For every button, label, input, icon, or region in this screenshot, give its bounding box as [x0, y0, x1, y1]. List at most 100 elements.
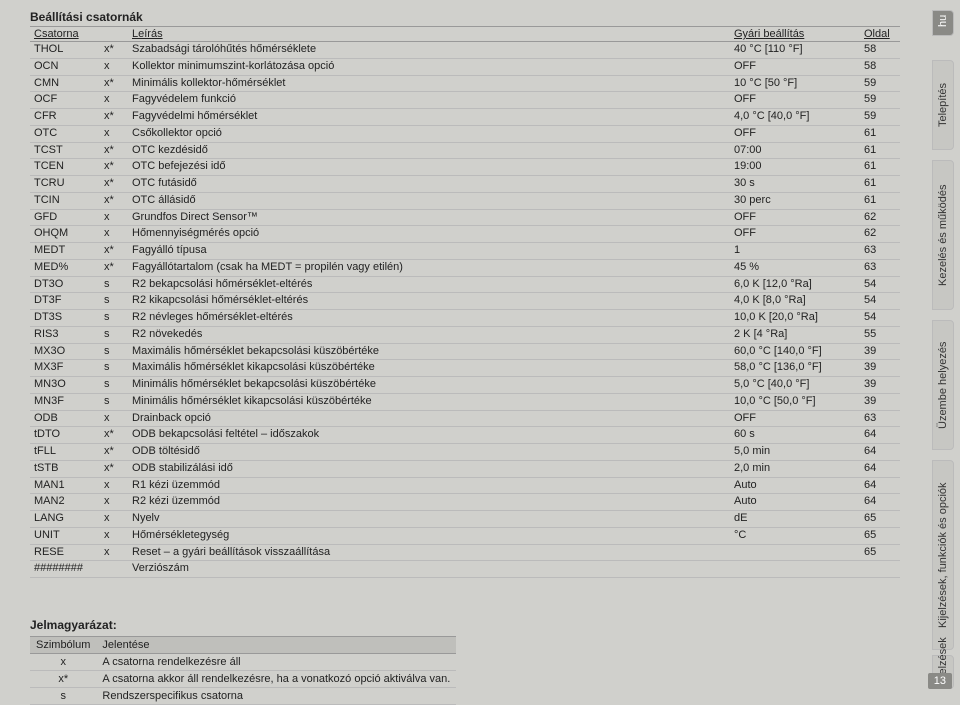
cell-page: 59 — [860, 75, 900, 92]
cell-page: 54 — [860, 276, 900, 293]
legend-table: Szimbólum Jelentése xA csatorna rendelke… — [30, 636, 456, 705]
cell-desc: Drainback opció — [128, 410, 730, 427]
cell-factory: 4,0 °C [40,0 °F] — [730, 109, 860, 126]
side-tab[interactable]: Telepítés — [932, 60, 954, 150]
cell-channel: DT3S — [30, 310, 100, 327]
table-row: TCENx*OTC befejezési idő19:0061 — [30, 159, 900, 176]
cell-desc: R2 névleges hőmérséklet-eltérés — [128, 310, 730, 327]
cell-channel: MX3F — [30, 360, 100, 377]
section-title: Beállítási csatornák — [30, 10, 900, 24]
side-tab[interactable]: hu — [932, 10, 954, 36]
cell-factory: °C — [730, 527, 860, 544]
cell-channel: tDTO — [30, 427, 100, 444]
table-row: MAN1xR1 kézi üzemmódAuto64 — [30, 477, 900, 494]
cell-desc: R2 kikapcsolási hőmérséklet-eltérés — [128, 293, 730, 310]
cell-channel: GFD — [30, 209, 100, 226]
table-row: OTCxCsőkollektor opcióOFF61 — [30, 125, 900, 142]
cell-symbol: x — [100, 410, 128, 427]
cell-factory: 58,0 °C [136,0 °F] — [730, 360, 860, 377]
cell-page: 61 — [860, 159, 900, 176]
cell-symbol: x — [100, 209, 128, 226]
side-tab[interactable]: Kezelés és működés — [932, 160, 954, 310]
cell-symbol: s — [100, 343, 128, 360]
table-row: MN3FsMinimális hőmérséklet kikapcsolási … — [30, 393, 900, 410]
table-row: MX3FsMaximális hőmérséklet kikapcsolási … — [30, 360, 900, 377]
cell-desc: Minimális hőmérséklet kikapcsolási küszö… — [128, 393, 730, 410]
cell-symbol: x* — [100, 444, 128, 461]
cell-symbol: x — [100, 58, 128, 75]
cell-symbol: x* — [100, 243, 128, 260]
cell-page: 59 — [860, 92, 900, 109]
cell-channel: MAN2 — [30, 494, 100, 511]
cell-factory: 07:00 — [730, 142, 860, 159]
cell-factory: 60,0 °C [140,0 °F] — [730, 343, 860, 360]
cell-channel: UNIT — [30, 527, 100, 544]
cell-desc: OTC futásidő — [128, 176, 730, 193]
table-row: ########Verziószám — [30, 561, 900, 578]
col-page: Oldal — [860, 27, 900, 42]
cell-page: 58 — [860, 42, 900, 59]
cell-desc: Kollektor minimumszint-korlátozása opció — [128, 58, 730, 75]
cell-page: 63 — [860, 410, 900, 427]
table-row: GFDxGrundfos Direct Sensor™OFF62 — [30, 209, 900, 226]
cell-symbol: x* — [100, 427, 128, 444]
cell-symbol: s — [100, 360, 128, 377]
cell-page: 61 — [860, 125, 900, 142]
table-row: DT3FsR2 kikapcsolási hőmérséklet-eltérés… — [30, 293, 900, 310]
cell-symbol: x* — [100, 259, 128, 276]
cell-desc: Fagyállótartalom (csak ha MEDT = propilé… — [128, 259, 730, 276]
cell-factory: 2,0 min — [730, 460, 860, 477]
cell-desc: ODB töltésidő — [128, 444, 730, 461]
cell-desc: OTC befejezési idő — [128, 159, 730, 176]
cell-desc: ODB stabilizálási idő — [128, 460, 730, 477]
cell-channel: TCIN — [30, 192, 100, 209]
col-channel: Csatorna — [30, 27, 100, 42]
legend-meaning: A csatorna rendelkezésre áll — [96, 654, 456, 671]
cell-factory: 45 % — [730, 259, 860, 276]
table-row: OCFxFagyvédelem funkcióOFF59 — [30, 92, 900, 109]
cell-desc: Fagyvédelmi hőmérséklet — [128, 109, 730, 126]
cell-desc: Szabadsági tárolóhűtés hőmérséklete — [128, 42, 730, 59]
side-tab[interactable]: Üzembe helyezés — [932, 320, 954, 450]
cell-channel: DT3O — [30, 276, 100, 293]
cell-symbol: s — [100, 276, 128, 293]
cell-channel: MEDT — [30, 243, 100, 260]
legend-row: sRendszerspecifikus csatorna — [30, 688, 456, 705]
cell-page: 39 — [860, 343, 900, 360]
cell-page: 64 — [860, 494, 900, 511]
cell-channel: TCEN — [30, 159, 100, 176]
legend-col-symbol: Szimbólum — [30, 637, 96, 654]
legend-meaning: Rendszerspecifikus csatorna — [96, 688, 456, 705]
cell-factory: 2 K [4 °Ra] — [730, 326, 860, 343]
cell-page: 61 — [860, 176, 900, 193]
cell-page: 65 — [860, 544, 900, 561]
legend-col-meaning: Jelentése — [96, 637, 456, 654]
cell-factory: 40 °C [110 °F] — [730, 42, 860, 59]
cell-channel: tFLL — [30, 444, 100, 461]
table-row: TCRUx*OTC futásidő30 s61 — [30, 176, 900, 193]
cell-channel: OCN — [30, 58, 100, 75]
cell-page — [860, 561, 900, 578]
cell-factory: 10,0 K [20,0 °Ra] — [730, 310, 860, 327]
cell-page: 39 — [860, 360, 900, 377]
cell-page: 61 — [860, 192, 900, 209]
cell-symbol: s — [100, 293, 128, 310]
cell-desc: Minimális hőmérséklet bekapcsolási küszö… — [128, 377, 730, 394]
cell-desc: Grundfos Direct Sensor™ — [128, 209, 730, 226]
cell-factory: 5,0 min — [730, 444, 860, 461]
page: Beállítási csatornák Csatorna Leírás Gyá… — [0, 0, 960, 693]
cell-page: 63 — [860, 259, 900, 276]
cell-page: 54 — [860, 293, 900, 310]
cell-page: 63 — [860, 243, 900, 260]
cell-channel: DT3F — [30, 293, 100, 310]
cell-page: 62 — [860, 209, 900, 226]
cell-channel: RESE — [30, 544, 100, 561]
cell-symbol: x — [100, 494, 128, 511]
table-row: MED%x*Fagyállótartalom (csak ha MEDT = p… — [30, 259, 900, 276]
settings-table: Csatorna Leírás Gyári beállítás Oldal TH… — [30, 26, 900, 578]
cell-factory: dE — [730, 511, 860, 528]
side-tab[interactable]: Kijelzések, funkciók és opciók — [932, 460, 954, 650]
cell-factory: OFF — [730, 125, 860, 142]
table-row: UNITxHőmérsékletegység°C65 — [30, 527, 900, 544]
col-desc: Leírás — [128, 27, 730, 42]
